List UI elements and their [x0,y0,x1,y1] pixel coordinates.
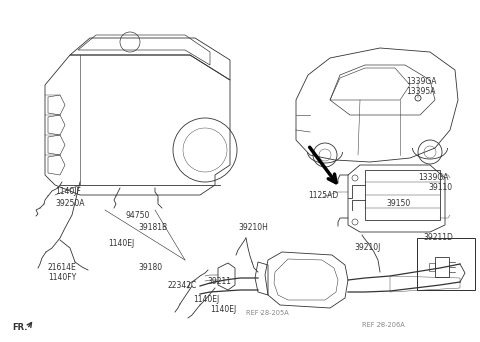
Bar [417,238,475,290]
Text: FR.: FR. [12,323,27,331]
Text: 22342C: 22342C [168,281,197,290]
Text: 39150: 39150 [386,199,410,209]
Text: 39180: 39180 [138,263,162,273]
Text: 39210J: 39210J [354,244,380,252]
Text: REF 28-206A: REF 28-206A [362,322,405,328]
Text: 39110: 39110 [428,184,452,193]
Text: 39211: 39211 [207,276,231,286]
Text: 1339GA: 1339GA [406,78,436,87]
Text: 1339GA: 1339GA [418,173,448,183]
Text: 1140EJ: 1140EJ [193,294,219,303]
Text: 21614E: 21614E [48,263,77,273]
Text: 1140JF: 1140JF [55,187,81,197]
Text: REF 28-205A: REF 28-205A [246,310,289,316]
Text: 39210H: 39210H [238,224,268,233]
Text: 1140FY: 1140FY [48,274,76,282]
Text: 13395A: 13395A [406,88,435,96]
Text: 39211D: 39211D [423,234,453,242]
Text: 1140EJ: 1140EJ [210,305,236,315]
Text: 39250A: 39250A [55,199,84,209]
Text: 1140EJ: 1140EJ [108,239,134,249]
Text: 94750: 94750 [126,211,150,221]
Text: 39181B: 39181B [138,224,167,233]
Text: 1125AD: 1125AD [308,192,338,200]
Bar [365,170,440,220]
